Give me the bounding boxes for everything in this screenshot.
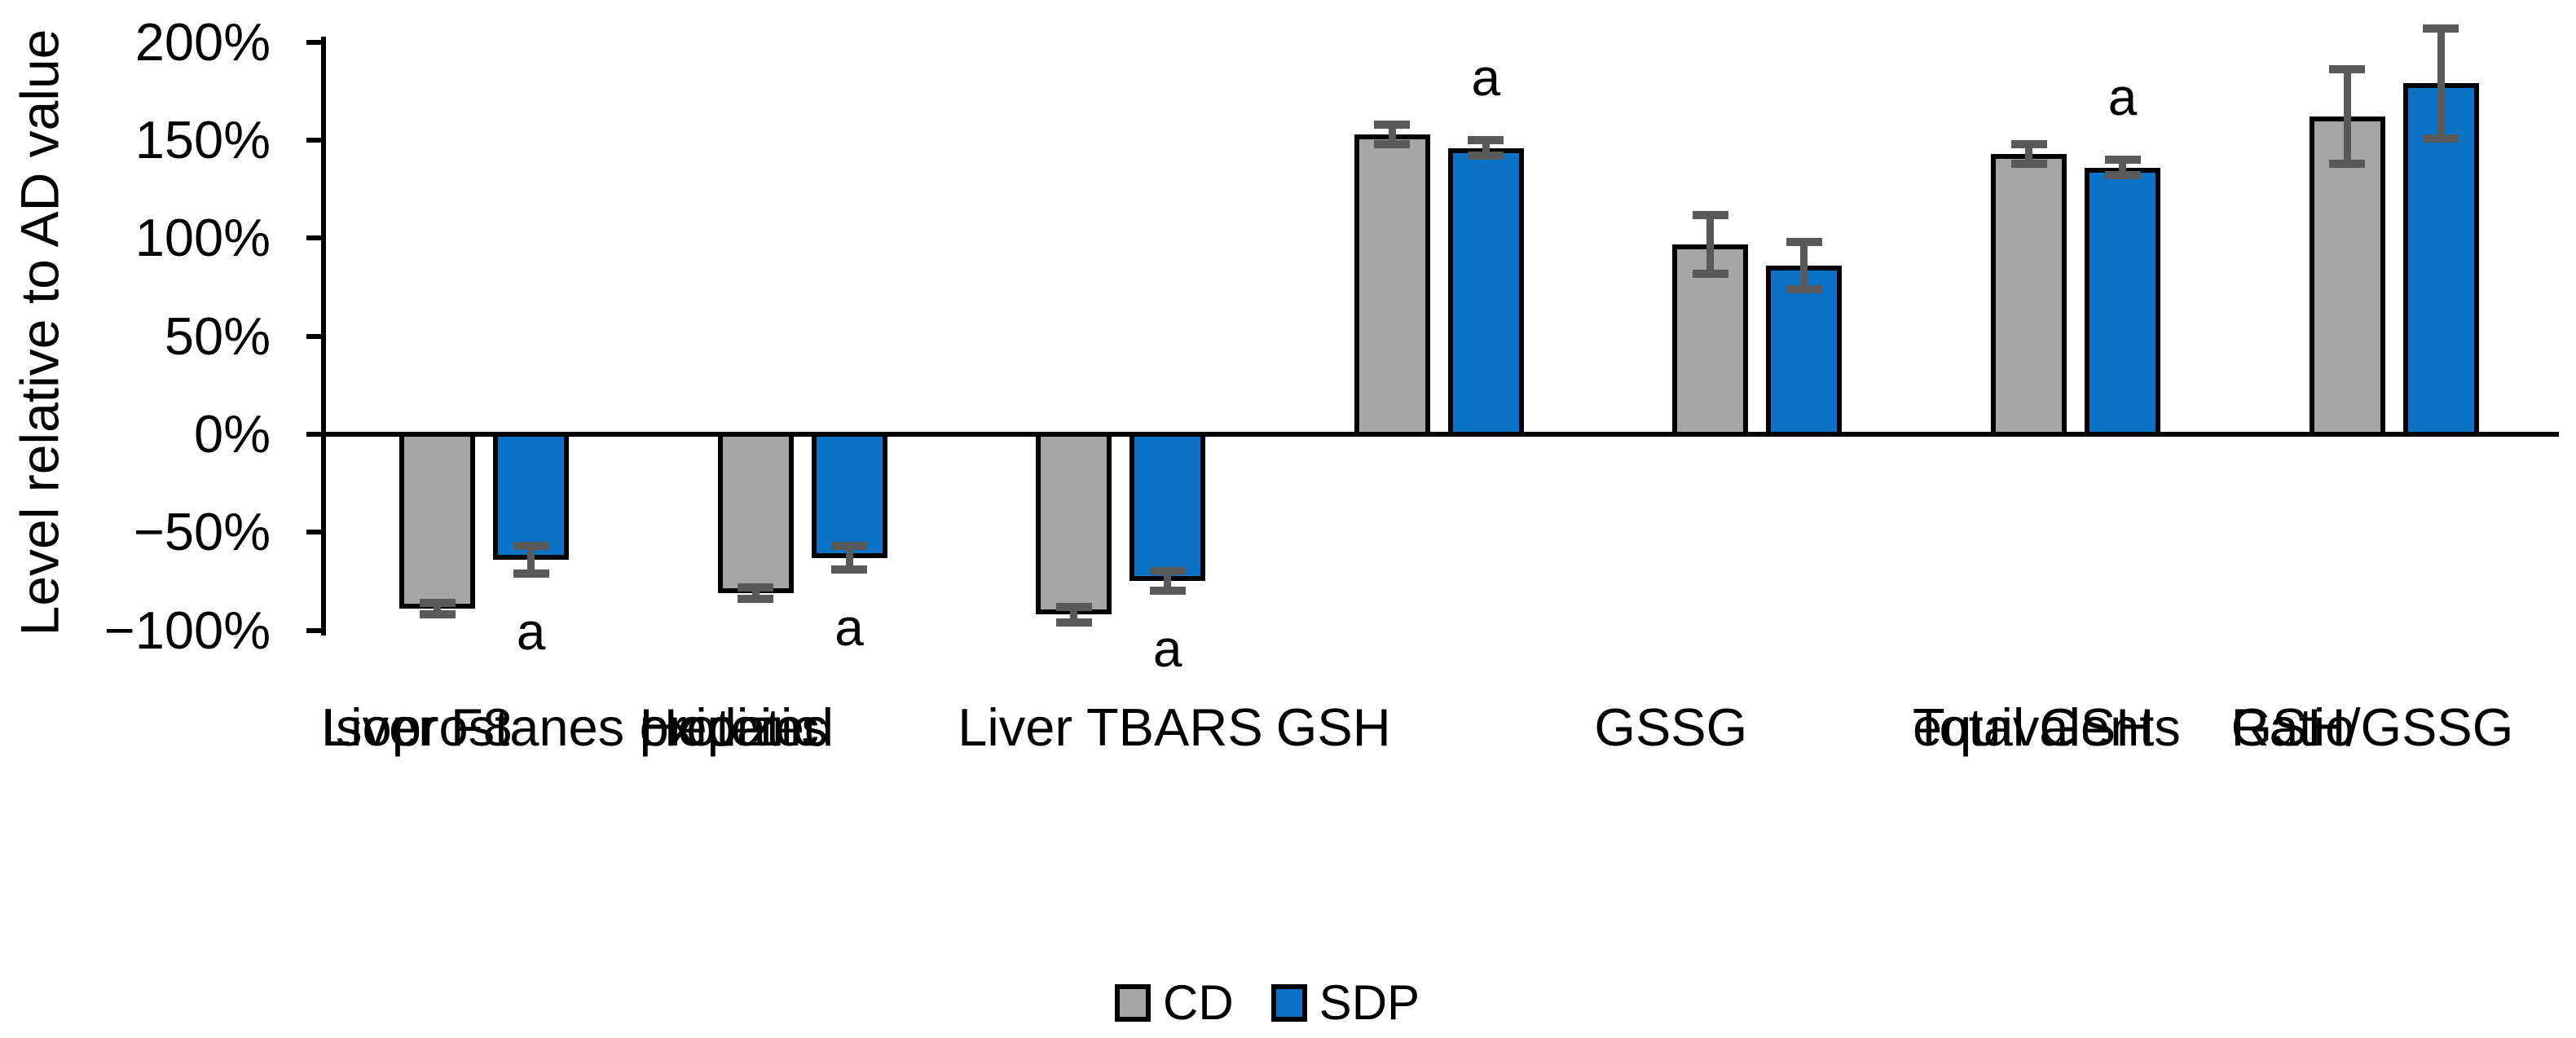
error-bar-line — [2119, 160, 2126, 176]
x-category-label-line: proteins — [639, 697, 828, 757]
error-bar-cap — [1374, 139, 1411, 148]
y-axis-tick-label: −50% — [133, 502, 271, 562]
x-category-label-line: equivalents — [1913, 697, 2181, 757]
x-category-label-line: Liver TBARS — [958, 697, 1263, 757]
error-bar-cap — [1055, 602, 1092, 611]
error-bar-line — [751, 587, 760, 600]
sig-label-hepatic-oxidized-proteins: a — [834, 598, 864, 657]
y-axis-tick-label: −100% — [103, 600, 271, 660]
error-bar-line — [527, 546, 535, 574]
bar-sdp-gssg — [1766, 266, 1843, 437]
sig-label-liver-tbars: a — [1152, 619, 1182, 679]
error-bar-line — [1070, 606, 1078, 622]
bar-cd-total-gsh-equivalents — [1991, 153, 2067, 437]
x-category-label-line: Hepatic — [639, 697, 819, 757]
error-bar-line — [845, 546, 853, 570]
y-axis-tick-label: 50% — [164, 306, 271, 366]
error-bar-cap — [2104, 171, 2141, 180]
sig-label-total-gsh-equivalents: a — [2107, 68, 2138, 127]
error-bar-cap — [2329, 159, 2366, 168]
y-axis-tick — [306, 333, 324, 339]
y-axis-tick — [306, 235, 324, 241]
error-bar-line — [434, 602, 441, 615]
bar-sdp-liver-tbars — [1129, 432, 1206, 582]
error-bar-cap — [1055, 618, 1092, 627]
error-bar-line — [2025, 143, 2032, 164]
error-bar-cap — [1149, 587, 1186, 596]
error-bar-cap — [419, 610, 456, 619]
x-axis-zero-line — [321, 432, 2559, 437]
error-bar-cap — [1692, 210, 1728, 219]
error-bar-cap — [419, 598, 456, 607]
error-bar-cap — [513, 569, 549, 578]
y-axis-tick-label: 150% — [134, 110, 271, 170]
legend-swatch-cd — [1115, 983, 1151, 1022]
bar-sdp-liver-f8-isoprostanes — [493, 432, 569, 560]
error-bar-cap — [2010, 159, 2047, 168]
legend-item-cd: CD — [1115, 974, 1234, 1031]
bar-cd-liver-tbars — [1036, 432, 1112, 615]
error-bar-cap — [2010, 139, 2047, 148]
y-axis-tick — [306, 627, 324, 633]
error-bar-cap — [1786, 238, 1822, 247]
sig-label-liver-f8-isoprostanes: a — [516, 601, 546, 661]
error-bar-cap — [2329, 65, 2366, 74]
error-bar-cap — [1786, 284, 1822, 293]
x-category-label-line: GSH — [1275, 697, 1391, 757]
legend-item-sdp: SDP — [1270, 974, 1420, 1031]
error-bar-line — [2437, 28, 2445, 139]
error-bar-cap — [2423, 134, 2459, 143]
error-bar-line — [1800, 242, 1808, 289]
y-axis-tick-label: 200% — [134, 11, 271, 72]
y-axis-tick-label: 0% — [194, 404, 271, 464]
error-bar-cap — [2423, 24, 2459, 33]
error-bar-line — [1706, 214, 1715, 274]
y-axis-tick — [306, 432, 324, 437]
error-bar-line — [2343, 69, 2351, 164]
bar-cd-hepatic-oxidized-proteins — [717, 432, 794, 593]
error-bar-cap — [1468, 152, 1504, 161]
legend-swatch-sdp — [1270, 983, 1307, 1022]
error-bar-line — [1482, 140, 1490, 156]
x-category-label-line: GSH/GSSG — [2230, 697, 2514, 757]
error-bar-cap — [1149, 567, 1186, 576]
error-bar-cap — [738, 583, 774, 592]
error-bar-line — [1164, 571, 1172, 592]
x-category-label-line: Ratio — [2230, 697, 2355, 757]
x-category-label-line: GSSG — [1594, 697, 1748, 757]
error-bar-line — [1388, 124, 1396, 144]
x-category-label-line: Total GSH — [1913, 697, 2155, 757]
error-bar-cap — [2104, 156, 2141, 165]
legend: CD SDP — [1115, 974, 1420, 1031]
error-bar-cap — [1374, 120, 1411, 129]
error-bar-cap — [831, 565, 868, 574]
error-bar-cap — [1468, 136, 1504, 145]
bar-cd-gsh — [1354, 134, 1430, 437]
x-category-label-line: Isoprostanes — [321, 697, 625, 757]
x-category-label-line: oxidized — [639, 697, 834, 757]
error-bar-cap — [1692, 269, 1728, 278]
bar-cd-liver-f8-isoprostanes — [399, 432, 475, 609]
error-bar-cap — [831, 542, 868, 551]
y-axis-tick — [306, 138, 324, 143]
bar-sdp-gsh — [1447, 147, 1524, 437]
y-axis-tick-label: 100% — [134, 208, 271, 268]
bar-sdp-hepatic-oxidized-proteins — [811, 432, 887, 558]
error-bar-cap — [513, 542, 549, 551]
legend-label-cd: CD — [1163, 975, 1234, 1030]
x-category-label-line: Liver F8 — [321, 697, 513, 757]
error-bar-cap — [738, 595, 774, 604]
y-axis-tick — [306, 530, 324, 535]
sig-label-gsh: a — [1471, 48, 1501, 108]
y-axis-tick — [306, 39, 324, 45]
legend-label-sdp: SDP — [1319, 975, 1420, 1030]
bar-sdp-total-gsh-equivalents — [2085, 167, 2160, 437]
